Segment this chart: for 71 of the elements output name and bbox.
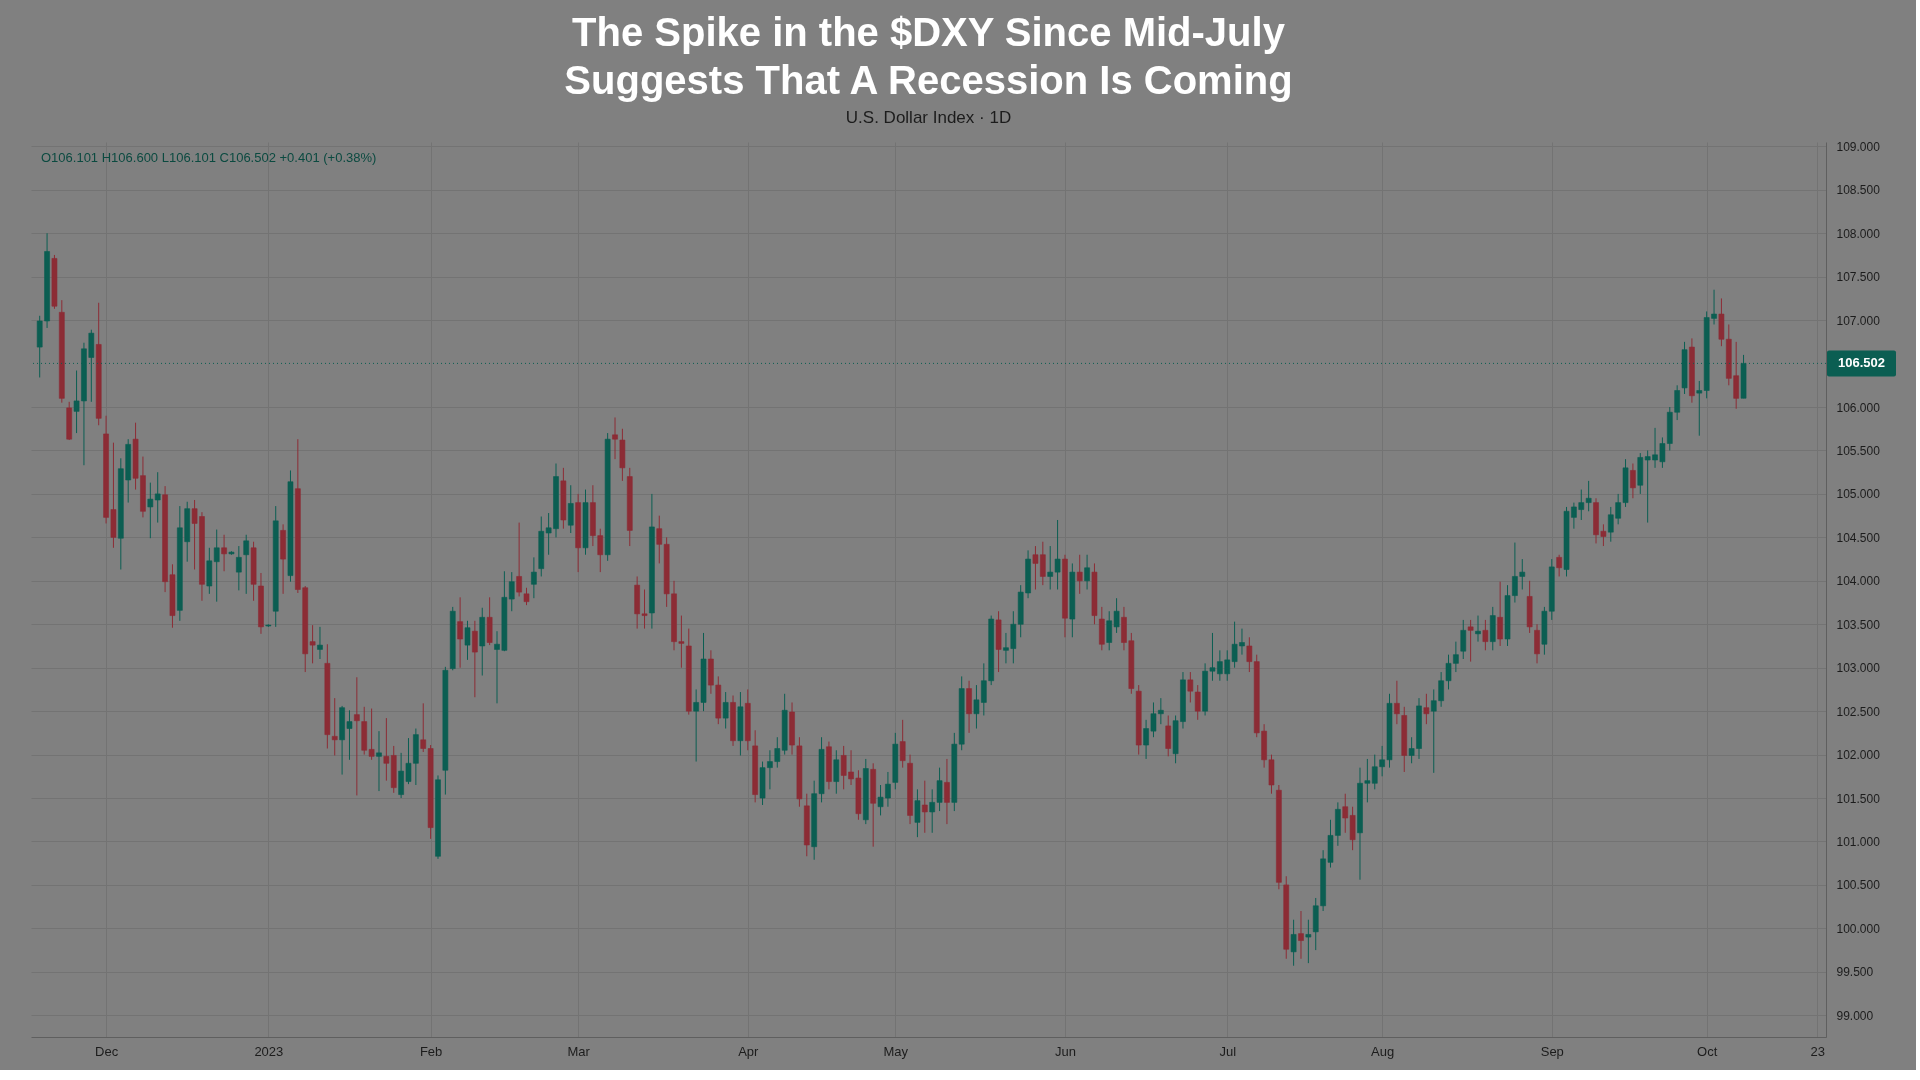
candlestick	[221, 534, 227, 572]
candlestick	[1165, 715, 1172, 757]
candlestick	[1482, 619, 1489, 651]
x-tick-label: Feb	[419, 1043, 443, 1059]
candlestick	[1076, 554, 1083, 595]
candlestick	[457, 596, 463, 669]
candlestick	[1467, 619, 1474, 663]
candlestick	[914, 788, 921, 838]
candlestick	[1423, 693, 1430, 725]
candlestick	[1394, 680, 1400, 725]
x-tick-label: Sep	[1540, 1043, 1564, 1059]
candlestick	[1290, 919, 1297, 967]
candlestick	[464, 620, 471, 661]
candlestick	[1475, 615, 1481, 643]
candlestick	[921, 780, 928, 834]
y-tick-label: 101.500	[1836, 791, 1881, 806]
y-tick-label: 105.500	[1836, 443, 1881, 458]
candlestick	[516, 522, 522, 597]
y-tick-label: 105.000	[1836, 487, 1881, 502]
candlestick	[1534, 623, 1540, 664]
y-tick-label: 106.000	[1836, 400, 1881, 415]
candlestick	[1298, 910, 1304, 960]
candlestick	[531, 556, 537, 599]
x-tick-label: Jul	[1219, 1043, 1237, 1059]
candlestick	[354, 676, 360, 796]
chart-subtitle: U.S. Dollar Index · 1D	[845, 108, 1012, 128]
candlestick	[1084, 554, 1090, 590]
y-tick-label: 101.000	[1836, 834, 1881, 849]
y-tick-label: 100.500	[1836, 878, 1881, 893]
x-tick-label: Aug	[1371, 1043, 1395, 1059]
candlestick	[236, 545, 242, 591]
y-tick-label: 103.500	[1836, 617, 1881, 632]
y-tick-label: 107.000	[1836, 313, 1881, 328]
x-tick-label: 2023	[254, 1043, 284, 1059]
candlestick	[722, 691, 729, 730]
candlestick	[1556, 554, 1562, 577]
candlestick	[472, 620, 478, 698]
candlestick	[331, 697, 338, 756]
x-tick-label: Dec	[95, 1043, 119, 1059]
ref-line-label: 106.502	[1838, 355, 1885, 371]
y-tick-label: 100.000	[1836, 921, 1881, 936]
candlestick	[944, 758, 950, 825]
y-tick-label: 109.000	[1836, 139, 1881, 154]
y-tick-label: 108.500	[1836, 183, 1881, 198]
candlestick	[567, 484, 574, 534]
y-tick-label: 107.500	[1836, 270, 1881, 285]
candlestick	[1497, 581, 1503, 647]
y-tick-label: 104.500	[1836, 530, 1881, 545]
y-tick-label: 108.000	[1836, 226, 1881, 241]
y-tick-label: 104.000	[1836, 574, 1881, 589]
y-tick-label: 103.000	[1836, 661, 1881, 676]
candlestick	[899, 719, 906, 769]
candlestick	[243, 534, 250, 595]
x-tick-label: May	[883, 1043, 909, 1059]
candlestick	[1630, 463, 1636, 499]
candlestick	[833, 749, 840, 795]
candlestick	[1460, 619, 1467, 660]
candlestick	[376, 730, 382, 792]
candlestick	[317, 626, 323, 660]
x-tick-label: Mar	[567, 1043, 591, 1059]
candlestick	[1305, 919, 1312, 964]
chart-title: The Spike in the $DXY Since Mid-July Suggests That A Recession Is Coming	[564, 10, 1293, 103]
y-tick-label: 102.500	[1836, 704, 1881, 719]
x-tick-label: Apr	[738, 1043, 760, 1059]
annotation: O106.101 H106.600 L106.101 C106.502 +0.401 (+0.38%)	[41, 150, 377, 165]
y-tick-label: 99.500	[1836, 965, 1874, 980]
x-tick-label: Oct	[1697, 1043, 1718, 1059]
y-tick-label: 99.000	[1836, 1008, 1874, 1023]
x-tick-label: Jun	[1054, 1043, 1076, 1059]
x-tick-label: 23	[1810, 1043, 1826, 1059]
y-tick-label: 102.000	[1836, 748, 1881, 763]
